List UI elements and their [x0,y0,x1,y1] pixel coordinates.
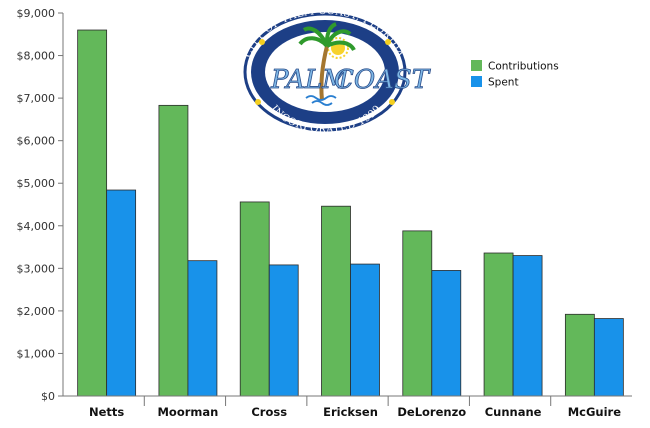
y-tick-label: $5,000 [17,177,56,190]
y-tick-label: $9,000 [17,7,56,20]
bar-spent-moorman [187,260,218,397]
bar-contributions-cunnane [483,252,514,397]
bar-spent-ericksen [350,263,380,397]
y-tick-label: $2,000 [17,305,56,318]
bar-spent-cunnane [512,255,543,397]
palm-coast-logo: CITY OF PALM COAST, FLORIDA INCORPORATED… [243,6,432,136]
legend-label: Contributions [488,61,559,73]
x-category-label: DeLorenzo [397,405,466,419]
legend-swatch [471,60,482,71]
bar-contributions-ericksen [321,205,351,397]
legend-label: Spent [488,77,519,89]
bar-spent-netts [106,189,137,397]
y-tick-label: $8,000 [17,50,56,63]
logo-name-right: COAST [334,65,431,95]
bar-spent-delorenzo [431,270,462,397]
logo-inner-field [265,32,385,112]
y-tick-label: $1,000 [17,347,56,360]
y-tick-label: $4,000 [17,220,56,233]
logo-star-right [385,39,391,45]
x-category-label: Cross [251,405,287,419]
bar-contributions-delorenzo [402,230,433,397]
x-category-label: Ericksen [323,405,378,419]
bar-spent-mcguire [593,318,624,397]
bar-contributions-netts [77,29,108,397]
waves-icon [305,95,337,106]
legend-swatch [471,76,482,87]
logo-name-left: PALM [270,65,350,95]
bar-contributions-mcguire [564,313,595,397]
bar-contributions-moorman [158,104,189,397]
bar-contributions-cross [239,201,270,397]
x-category-label: Netts [89,405,124,419]
y-tick-label: $3,000 [17,262,56,275]
y-axis: $0 $1,000 $2,000 $3,000 $4,000 $5,000 $6,000 $7… [17,7,64,403]
legend: Contributions Spent [471,60,559,89]
y-tick-label: $0 [41,390,55,403]
y-tick-label: $7,000 [17,92,56,105]
x-category-label: Moorman [157,405,218,419]
logo-dot-left [255,99,261,105]
bar-spent-cross [268,264,299,397]
logo-star-left [259,39,265,45]
y-tick-label: $6,000 [17,135,56,148]
x-axis: Netts Moorman Cross Ericksen DeLorenzo Cunnan… [63,395,632,419]
bars [77,29,624,397]
logo-dot-right [389,99,395,105]
palm-tree-icon [298,22,356,101]
x-category-label: Cunnane [485,405,542,419]
x-category-label: McGuire [568,405,622,419]
